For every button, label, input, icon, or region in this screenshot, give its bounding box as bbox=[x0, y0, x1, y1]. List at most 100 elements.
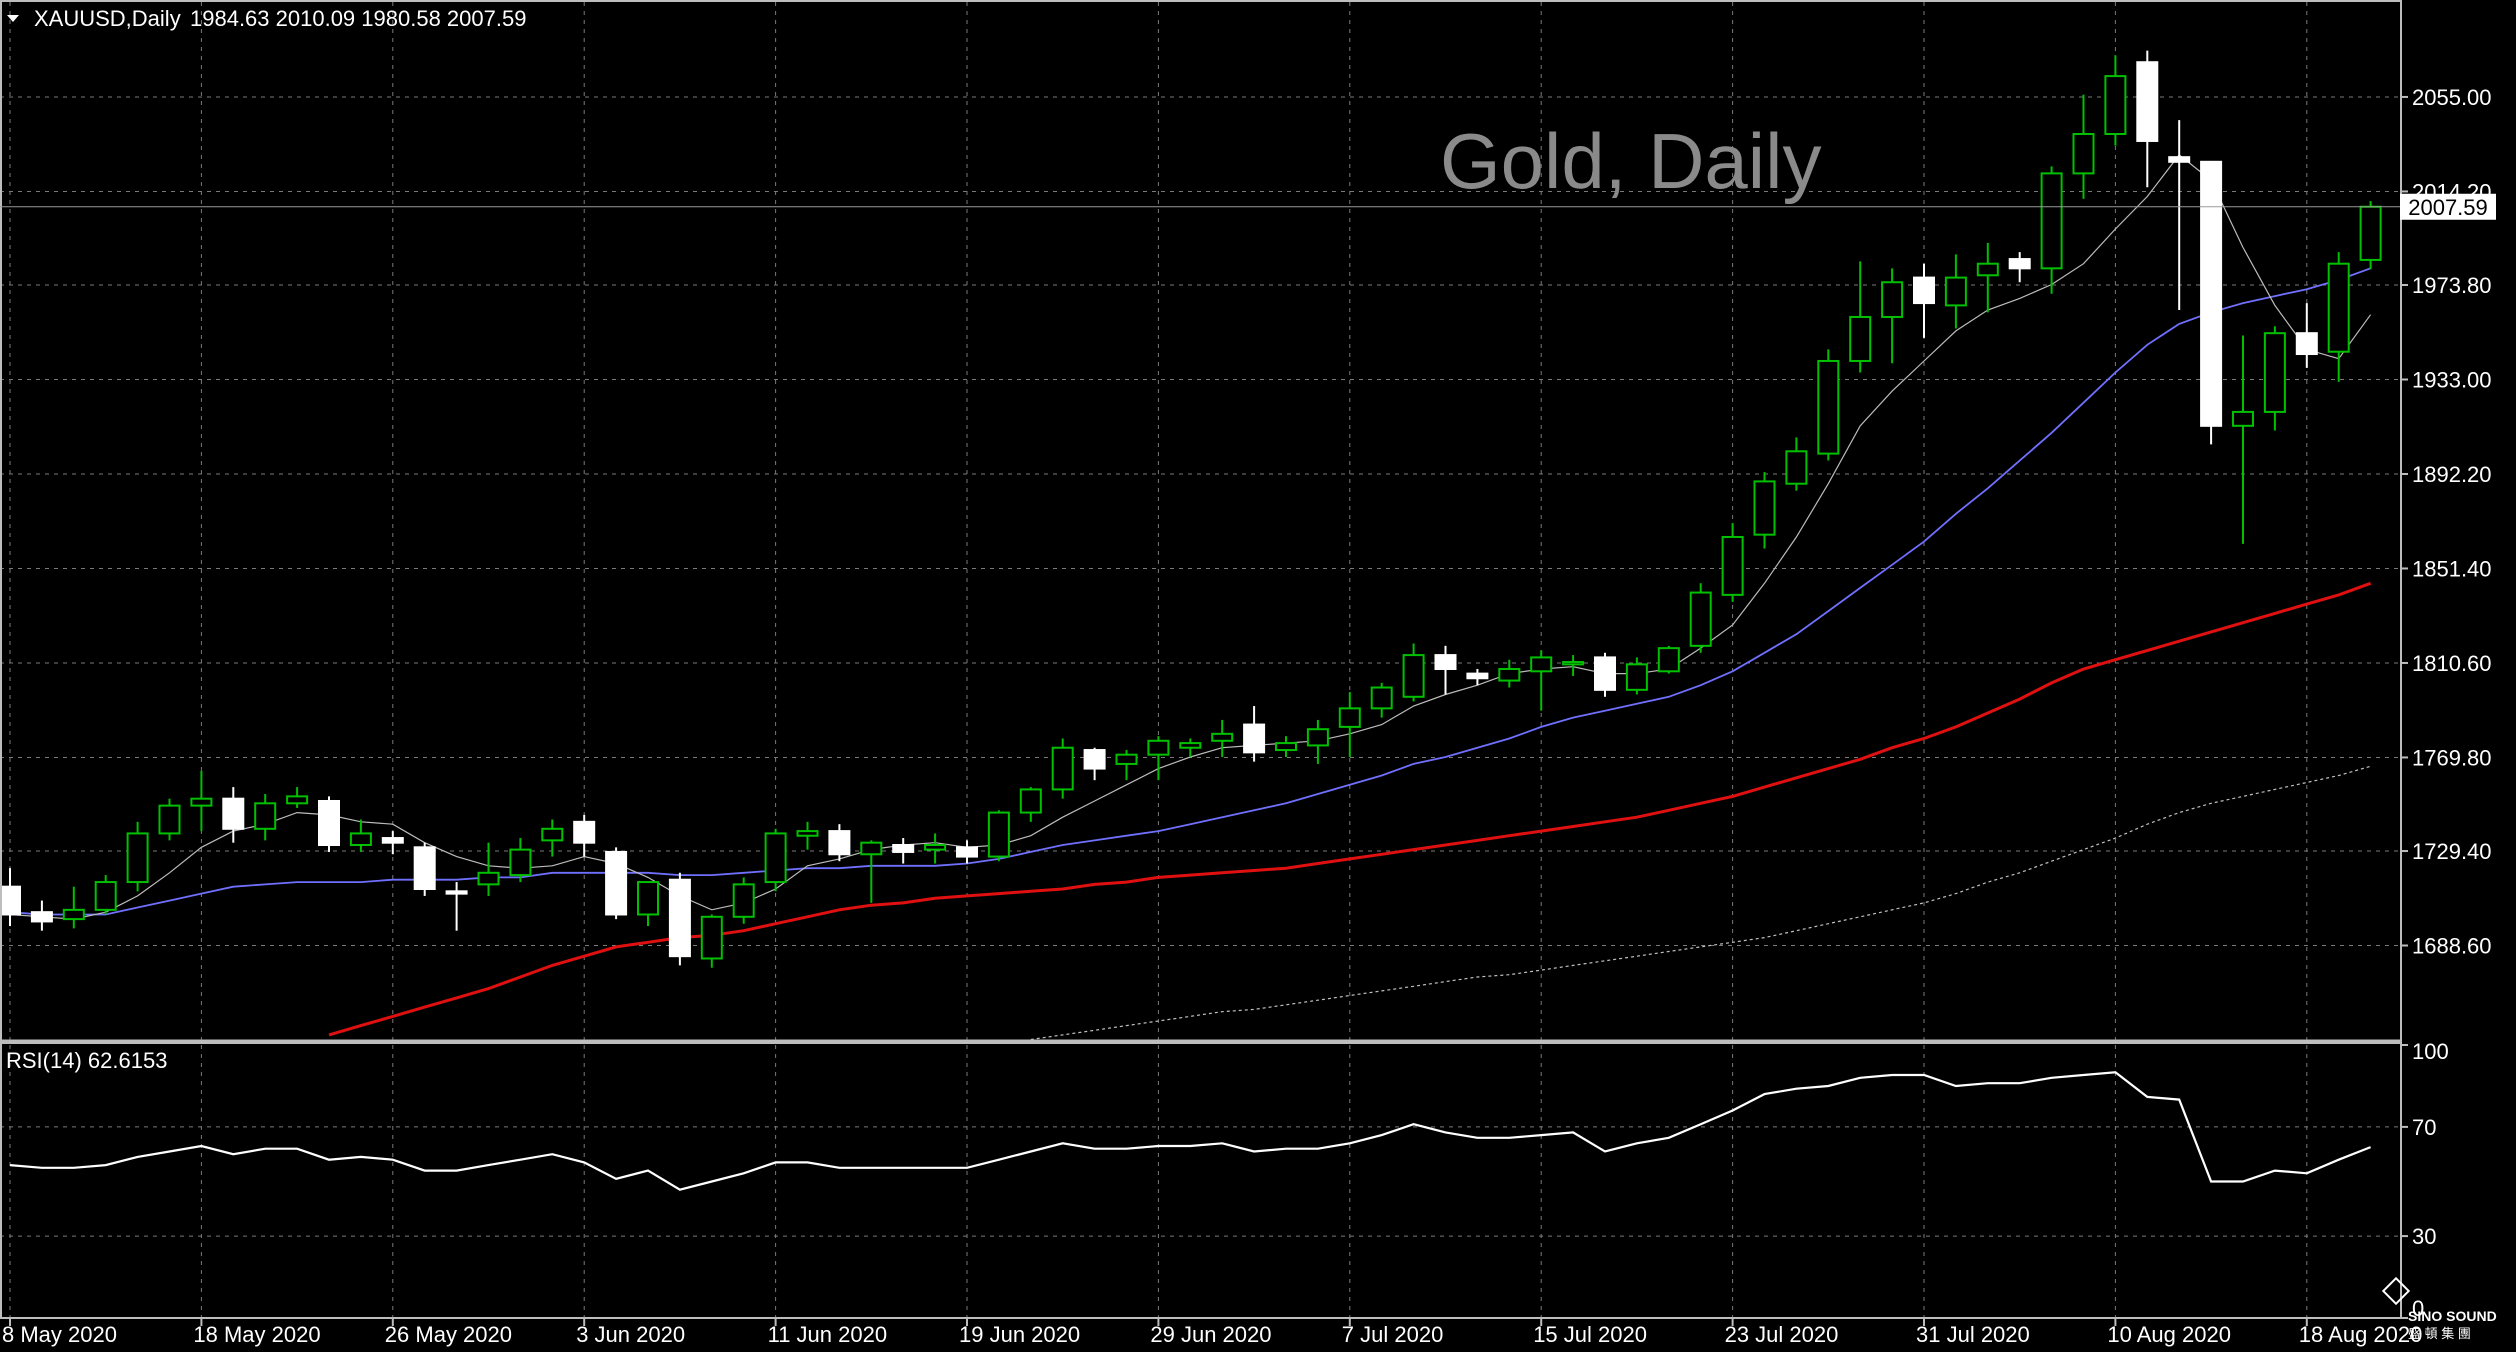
candle[interactable] bbox=[828, 824, 851, 862]
candle[interactable] bbox=[222, 787, 245, 843]
candle[interactable] bbox=[1530, 650, 1553, 711]
candle[interactable] bbox=[892, 838, 915, 864]
candle[interactable] bbox=[2295, 303, 2318, 368]
candle[interactable] bbox=[1944, 254, 1967, 329]
candle[interactable] bbox=[1562, 655, 1585, 676]
candle[interactable] bbox=[254, 794, 277, 841]
candle-body-bullish bbox=[1019, 788, 1042, 814]
candle-body-bearish bbox=[318, 799, 340, 846]
candle[interactable] bbox=[1976, 242, 1999, 313]
candle[interactable] bbox=[573, 814, 596, 857]
candle[interactable] bbox=[1179, 738, 1202, 757]
candle[interactable] bbox=[62, 886, 85, 929]
candle[interactable] bbox=[158, 798, 181, 841]
candle[interactable] bbox=[1817, 349, 1840, 461]
candle-body-bearish bbox=[573, 820, 596, 844]
collapse-triangle-icon[interactable] bbox=[7, 15, 19, 22]
candle[interactable] bbox=[1721, 523, 1744, 602]
candle[interactable] bbox=[1402, 643, 1425, 702]
candle[interactable] bbox=[2072, 94, 2095, 199]
candle[interactable] bbox=[381, 831, 404, 855]
rsi-line bbox=[9, 1071, 2372, 1191]
candle[interactable] bbox=[413, 842, 436, 896]
candle[interactable] bbox=[1370, 682, 1393, 718]
candle[interactable] bbox=[94, 875, 117, 915]
candle[interactable] bbox=[1275, 736, 1297, 757]
candle[interactable] bbox=[956, 840, 978, 864]
candle[interactable] bbox=[1881, 268, 1904, 364]
candle[interactable] bbox=[477, 842, 500, 896]
candle[interactable] bbox=[1594, 652, 1616, 697]
candle-body-bullish bbox=[1881, 281, 1904, 318]
candle-body-bullish bbox=[158, 804, 181, 835]
candle[interactable] bbox=[1115, 750, 1138, 781]
time-tick-label: 31 Jul 2020 bbox=[1916, 1322, 2030, 1347]
candle-body-bearish bbox=[413, 846, 436, 891]
candle[interactable] bbox=[764, 828, 787, 892]
candle[interactable] bbox=[1657, 645, 1680, 674]
candle-body-bullish bbox=[732, 883, 755, 918]
candle[interactable] bbox=[541, 819, 564, 857]
candle[interactable] bbox=[1338, 692, 1361, 757]
candle-body-bullish bbox=[509, 848, 532, 877]
candle[interactable] bbox=[796, 821, 819, 850]
candle[interactable] bbox=[668, 872, 691, 966]
candle[interactable] bbox=[1147, 736, 1170, 781]
price-tick-label: 1851.40 bbox=[2412, 556, 2492, 581]
candle[interactable] bbox=[1498, 659, 1521, 688]
candlesticks[interactable] bbox=[0, 50, 2382, 968]
candle[interactable] bbox=[605, 847, 628, 920]
candle[interactable] bbox=[30, 900, 53, 931]
candle[interactable] bbox=[1051, 738, 1074, 799]
candle[interactable] bbox=[2040, 166, 2063, 294]
candle[interactable] bbox=[1434, 645, 1457, 695]
candle[interactable] bbox=[2008, 252, 2031, 283]
candle[interactable] bbox=[1913, 263, 1935, 338]
candle[interactable] bbox=[2359, 200, 2382, 270]
candle[interactable] bbox=[1211, 719, 1234, 757]
candle[interactable] bbox=[732, 877, 755, 924]
candle-body-bullish bbox=[2359, 205, 2382, 261]
candle[interactable] bbox=[637, 881, 659, 927]
candle[interactable] bbox=[445, 882, 468, 931]
time-tick-label: 23 Jul 2020 bbox=[1725, 1322, 1839, 1347]
time-tick-label: 26 May 2020 bbox=[385, 1322, 512, 1347]
candle-body-bullish bbox=[1402, 654, 1425, 698]
candle[interactable] bbox=[190, 770, 213, 832]
time-tick-label: 18 May 2020 bbox=[193, 1322, 320, 1347]
candle[interactable] bbox=[1625, 657, 1648, 695]
candle[interactable] bbox=[860, 840, 883, 903]
candle-body-bullish bbox=[1721, 535, 1744, 596]
candle[interactable] bbox=[1019, 787, 1042, 822]
candle[interactable] bbox=[509, 838, 532, 883]
candle[interactable] bbox=[1306, 719, 1329, 764]
candle[interactable] bbox=[2232, 335, 2254, 544]
candle[interactable] bbox=[2136, 50, 2159, 188]
candle[interactable] bbox=[2327, 252, 2350, 382]
candle[interactable] bbox=[1083, 747, 1106, 781]
candle[interactable] bbox=[1753, 472, 1776, 549]
candle[interactable] bbox=[2263, 326, 2286, 431]
candle[interactable] bbox=[2200, 160, 2223, 445]
candle[interactable] bbox=[924, 833, 947, 864]
candle[interactable] bbox=[1785, 437, 1808, 491]
candle[interactable] bbox=[0, 868, 21, 927]
candle-body-bullish bbox=[254, 802, 277, 830]
candle[interactable] bbox=[286, 787, 309, 808]
candle[interactable] bbox=[318, 796, 340, 852]
candle[interactable] bbox=[349, 819, 372, 852]
candle[interactable] bbox=[1689, 583, 1712, 653]
candle[interactable] bbox=[2168, 120, 2191, 311]
candle-body-bearish bbox=[1243, 723, 1266, 754]
candle-body-bullish bbox=[637, 881, 659, 916]
candle[interactable] bbox=[1466, 668, 1489, 686]
time-tick-label: 29 Jun 2020 bbox=[1150, 1322, 1271, 1347]
candle[interactable] bbox=[2104, 55, 2127, 146]
candle[interactable] bbox=[1243, 706, 1266, 762]
price-tick-label: 1729.40 bbox=[2412, 839, 2492, 864]
candle[interactable] bbox=[987, 810, 1010, 862]
candle[interactable] bbox=[126, 821, 149, 892]
candle[interactable] bbox=[1849, 261, 1872, 373]
candle[interactable] bbox=[700, 914, 723, 968]
